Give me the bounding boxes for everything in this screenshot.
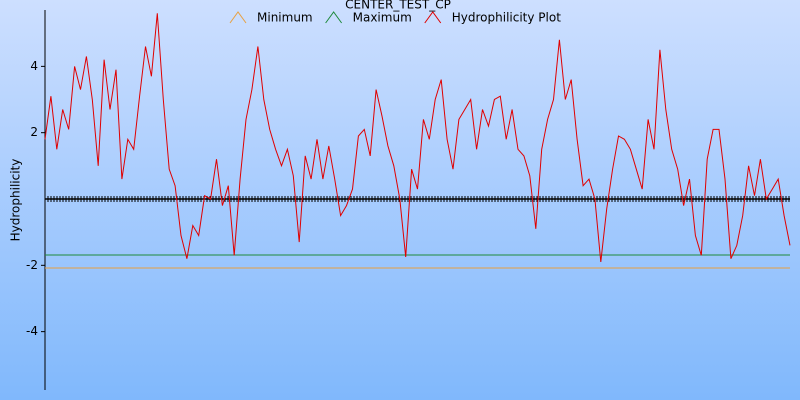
- y-tick-label: -4: [26, 324, 38, 338]
- y-tick-label: -2: [26, 258, 38, 272]
- legend-icon: [325, 11, 343, 24]
- legend-label: Minimum: [257, 11, 313, 25]
- y-axis-label: Hydrophilicity: [9, 159, 23, 242]
- legend-label: Hydrophilicity Plot: [452, 11, 561, 25]
- legend-icon: [229, 11, 247, 24]
- chart-title: CENTER_TEST_CP: [345, 0, 451, 12]
- legend-label: Maximum: [353, 11, 412, 25]
- y-tick-label: 2: [30, 125, 38, 139]
- legend-icon: [424, 11, 442, 24]
- y-tick-label: 4: [30, 59, 38, 73]
- data-line: [44, 13, 791, 263]
